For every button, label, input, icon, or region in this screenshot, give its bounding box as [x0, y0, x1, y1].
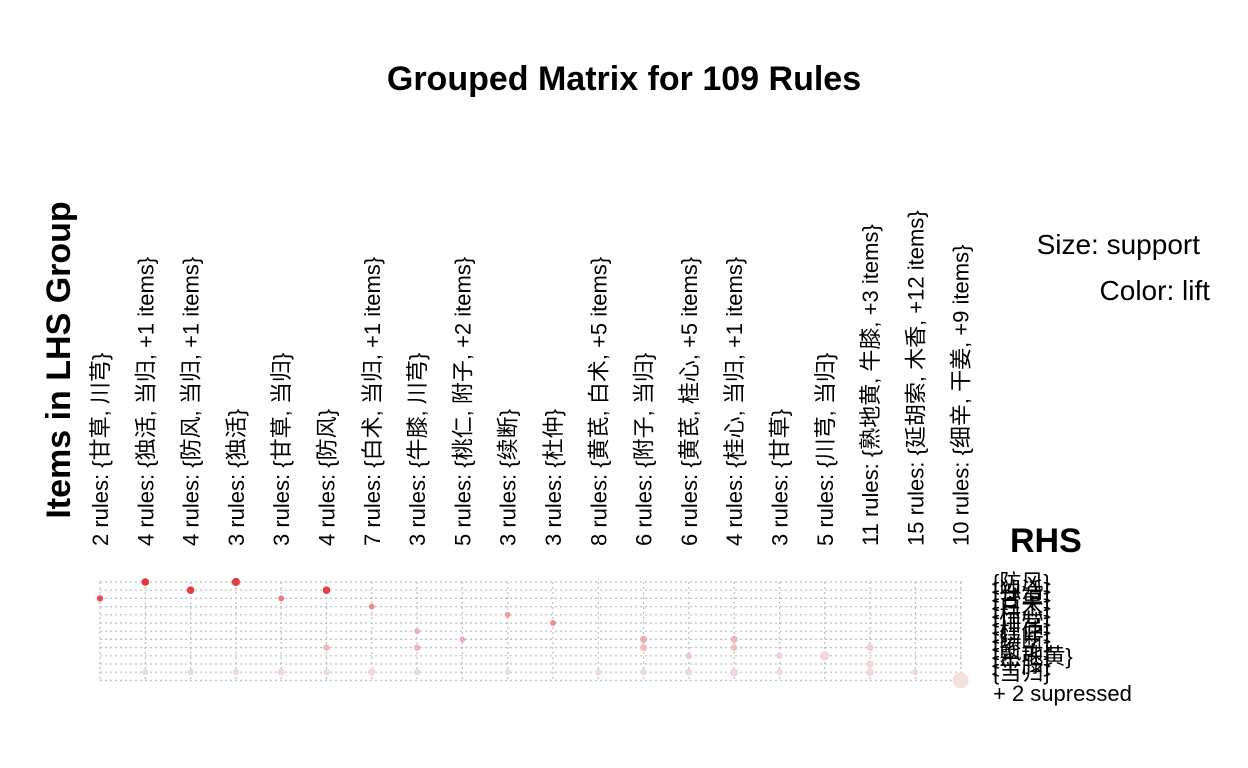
rule-point	[413, 644, 421, 651]
lhs-group-label: 10 rules: {细辛, 干姜, +9 items}	[949, 245, 974, 546]
rule-point	[776, 669, 783, 676]
rule-point	[550, 620, 556, 626]
rhs-item-label: {甘草}	[992, 586, 1051, 611]
rule-point	[323, 669, 330, 676]
rhs-item-label: {杜仲}	[992, 619, 1051, 644]
rule-point	[413, 669, 421, 676]
rule-point	[820, 651, 830, 661]
rhs-item-label: {附子}	[992, 636, 1051, 661]
grid-layer	[99, 581, 962, 682]
rule-point	[322, 586, 331, 594]
rhs-axis-title: RHS	[1010, 522, 1082, 560]
lhs-group-label: 3 rules: {独活}	[224, 409, 249, 546]
rhs-item-label: {熟地黄}	[992, 644, 1073, 669]
rule-point	[231, 577, 240, 587]
lhs-group-label: 3 rules: {续断}	[496, 409, 521, 546]
lhs-group-label: 3 rules: {甘草, 当归}	[269, 353, 294, 546]
lhs-group-label: 3 rules: {杜仲}	[541, 409, 566, 546]
rule-point	[912, 669, 919, 676]
rule-point	[730, 635, 738, 643]
rhs-item-label: {桂心}	[992, 603, 1051, 628]
rhs-item-label: {当归}	[992, 660, 1051, 685]
rule-point	[187, 669, 194, 676]
rule-point	[730, 668, 739, 677]
rule-point	[368, 603, 375, 610]
rule-point	[459, 636, 466, 643]
rule-point	[595, 669, 602, 676]
lhs-group-label: 15 rules: {延胡索, 木香, +12 items}	[903, 210, 928, 546]
rule-point	[323, 644, 330, 651]
data-points	[96, 577, 969, 689]
rule-point	[731, 644, 738, 651]
rule-point	[685, 652, 693, 659]
rule-point	[414, 628, 420, 635]
lhs-group-labels: 2 rules: {甘草, 川芎} 4 rules: {独活, 当归, +1 it…	[88, 210, 974, 546]
lhs-axis-title: Items in LHS Group	[40, 201, 78, 518]
rhs-item-label: {防风}	[992, 570, 1051, 595]
lhs-group-label: 11 rules: {熟地黄, 牛膝, +3 items}	[858, 224, 883, 546]
rule-point	[368, 668, 376, 676]
rule-point	[640, 635, 648, 643]
rule-point	[504, 611, 511, 618]
rule-point	[640, 669, 647, 676]
legend-size-label: Size: support	[1037, 229, 1201, 260]
rhs-item-label: {续断}	[992, 627, 1051, 652]
rule-point	[866, 660, 874, 668]
rhs-item-label: {牛膝}	[992, 652, 1051, 677]
rule-point	[277, 668, 285, 676]
lhs-group-label: 6 rules: {附子, 当归}	[632, 353, 657, 546]
rule-point	[232, 669, 240, 676]
chart-title: Grouped Matrix for 109 Rules	[387, 60, 861, 98]
lhs-group-label: 3 rules: {牛膝, 川芎}	[405, 353, 430, 546]
rule-point	[866, 644, 874, 652]
lhs-group-label: 5 rules: {川芎, 当归}	[813, 353, 838, 546]
lhs-group-label: 8 rules: {黄芪, 白术, +5 items}	[586, 257, 611, 546]
rule-point	[141, 578, 150, 586]
rhs-item-label: {川芎}	[992, 611, 1051, 636]
rule-point	[640, 644, 648, 652]
lhs-group-label: 2 rules: {甘草, 川芎}	[88, 353, 113, 546]
legend-color-label: Color: lift	[1100, 275, 1211, 306]
rhs-item-label: {独活}	[992, 578, 1051, 603]
rhs-suppressed-note: + 2 supressed	[993, 681, 1132, 706]
rule-point	[685, 668, 693, 676]
rule-point	[96, 595, 104, 602]
rule-point	[952, 672, 969, 689]
rule-point	[186, 586, 195, 594]
lhs-group-label: 4 rules: {防风, 当归, +1 items}	[179, 257, 204, 546]
lhs-group-label: 3 rules: {甘草}	[768, 409, 793, 546]
lhs-group-label: 4 rules: {独活, 当归, +1 items}	[133, 257, 158, 546]
rhs-item-label: {白术}	[992, 595, 1051, 620]
lhs-group-label: 4 rules: {防风}	[315, 409, 340, 546]
rule-point	[504, 669, 511, 676]
lhs-group-label: 7 rules: {白术, 当归, +1 items}	[360, 257, 385, 546]
rhs-labels: {防风}{独活}{甘草}{白术}{桂心}{川芎}{杜仲}{续断}{附子}{熟地黄…	[992, 570, 1073, 685]
lhs-group-label: 4 rules: {桂心, 当归, +1 items}	[722, 257, 747, 546]
rule-point	[278, 595, 285, 602]
lhs-group-label: 5 rules: {桃仁, 附子, +2 items}	[450, 257, 475, 546]
rule-point	[776, 652, 783, 659]
rule-point	[142, 669, 149, 676]
rule-point	[866, 668, 874, 676]
lhs-group-label: 6 rules: {黄芪, 桂心, +5 items}	[677, 257, 702, 546]
